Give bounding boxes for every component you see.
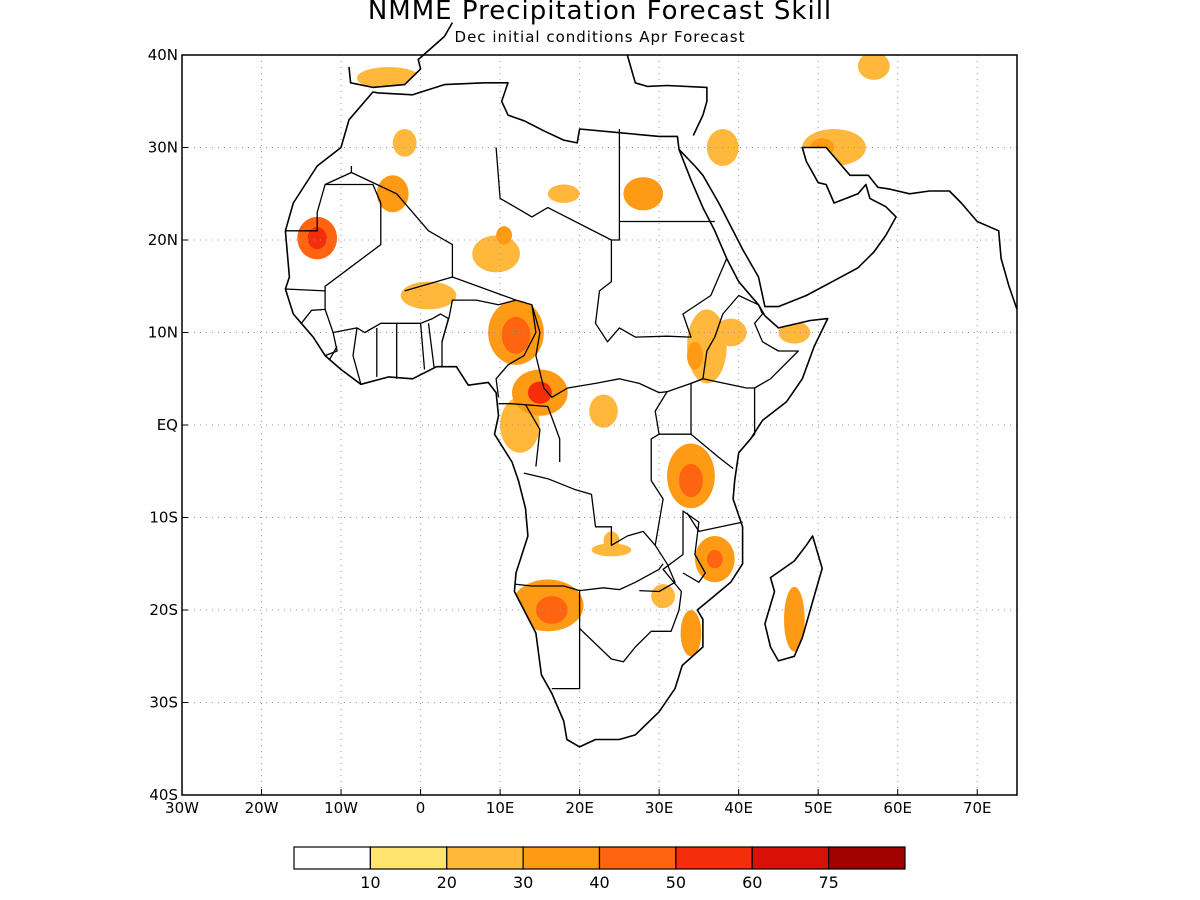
colorbar-box (751, 846, 830, 870)
colorbar-box (598, 846, 677, 870)
lon-tick-label: 0 (416, 799, 426, 817)
skill-region (501, 316, 531, 354)
country-border (495, 304, 537, 398)
country-border (579, 510, 706, 663)
lat-tick-label: 30S (149, 694, 178, 712)
skill-region (535, 596, 568, 624)
madagascar-coastline (764, 535, 824, 662)
skill-region (472, 235, 520, 273)
skill-shading-layer (297, 55, 890, 657)
arabia-coastline (678, 146, 1018, 310)
levant-coastline (626, 54, 708, 136)
lon-tick-label: 70E (963, 799, 992, 817)
lon-tick-label: 20E (565, 799, 594, 817)
country-border (352, 327, 362, 385)
country-border (452, 276, 704, 398)
lon-tick-label: 60E (883, 799, 912, 817)
country-border (639, 544, 676, 593)
country-border (611, 129, 621, 241)
skill-region (527, 381, 552, 404)
colorbar-box (293, 846, 371, 870)
colorbar-label: 20 (437, 873, 457, 892)
lon-tick-label: 40E (724, 799, 753, 817)
colorbar-label: 10 (360, 873, 380, 892)
lon-tick-label: 30E (645, 799, 674, 817)
lon-tick-label: 30W (165, 799, 199, 817)
skill-region (623, 177, 664, 211)
country-border (427, 323, 435, 368)
skill-region (783, 586, 805, 652)
iberia-coastline (348, 22, 454, 89)
lat-tick-label: 10N (148, 324, 178, 342)
skill-region (547, 184, 580, 203)
skill-region (706, 549, 723, 569)
country-border (524, 404, 541, 467)
lat-tick-label: 40N (148, 46, 178, 64)
africa-coastline (284, 82, 829, 748)
colorbar-label: 50 (666, 873, 686, 892)
lat-tick-label: 20N (148, 231, 178, 249)
country-border (551, 590, 581, 690)
country-border (419, 323, 426, 370)
country-border (523, 391, 668, 546)
lat-tick-label: 30N (148, 139, 178, 157)
skill-region (307, 227, 327, 250)
map-subtitle: Dec initial conditions Apr Forecast (454, 28, 746, 46)
skill-shading-clip (297, 55, 890, 657)
country-border (324, 183, 382, 291)
lat-tick-label: EQ (157, 416, 178, 434)
lon-tick-label: 10E (486, 799, 515, 817)
colorbar-box (675, 846, 753, 870)
skill-region (686, 341, 703, 370)
country-border (659, 433, 734, 470)
skill-region (376, 175, 409, 213)
country-border (285, 166, 353, 232)
skill-region (496, 226, 513, 245)
lat-tick-label: 40S (149, 786, 178, 804)
colorbar: 10 20 30 40 50 60 75 (293, 846, 906, 892)
country-border (324, 332, 338, 357)
colorbar-label: 60 (742, 873, 762, 892)
country-border (441, 299, 517, 342)
skill-region (589, 394, 618, 428)
lon-tick-label: 10W (324, 799, 358, 817)
country-border (328, 346, 338, 361)
skill-region (400, 281, 457, 310)
country-border (495, 147, 728, 343)
skill-region (591, 543, 632, 557)
colorbar-box (369, 846, 448, 870)
coastlines-and-borders (284, 22, 1018, 748)
colorbar-box (522, 846, 601, 870)
country-border (690, 378, 756, 444)
colorbar-label: 30 (513, 873, 533, 892)
country-border (686, 512, 743, 533)
lat-tick-label: 10S (149, 509, 178, 527)
colorbar-box (828, 846, 906, 870)
country-border (498, 403, 561, 462)
colorbar-label: 75 (818, 873, 838, 892)
colorbar-label: 40 (589, 873, 609, 892)
skill-region (651, 584, 676, 609)
lon-tick-label: 20W (245, 799, 279, 817)
country-border (351, 171, 454, 292)
skill-region (392, 129, 417, 157)
skill-region (857, 55, 890, 80)
country-border (702, 294, 799, 389)
skill-region (680, 610, 702, 657)
lon-tick-label: 50E (804, 799, 833, 817)
colorbar-box (446, 846, 524, 870)
skill-region (679, 463, 703, 498)
lat-tick-label: 20S (149, 601, 178, 619)
map-title: NMME Precipitation Forecast Skill (367, 0, 833, 26)
country-border (514, 563, 664, 592)
